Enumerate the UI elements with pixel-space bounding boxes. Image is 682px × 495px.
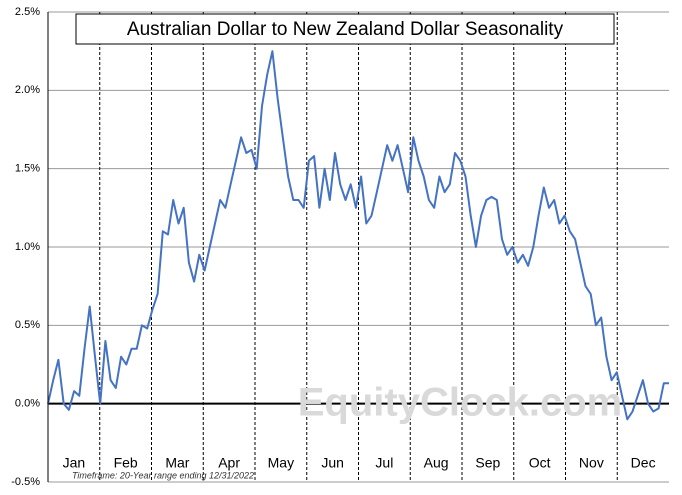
x-tick-label: Oct (529, 455, 551, 471)
timeframe-note: Timeframe: 20-Year range ending 12/31/20… (72, 470, 254, 480)
x-tick-label: Sep (475, 455, 500, 471)
x-tick-label: Jan (63, 455, 86, 471)
x-tick-label: Jul (375, 455, 393, 471)
y-tick-label: 1.5% (15, 163, 40, 175)
x-tick-label: Apr (218, 455, 240, 471)
plot (47, 50, 669, 421)
x-tick-label: Jun (321, 455, 344, 471)
x-tick-label: Aug (424, 455, 449, 471)
x-tick-label: Feb (114, 455, 138, 471)
x-tick-label: May (268, 455, 294, 471)
y-tick-label: 0.0% (15, 398, 40, 410)
chart-title: Australian Dollar to New Zealand Dollar … (127, 19, 564, 40)
watermark: EquityClock.com (298, 381, 623, 425)
y-tick-label: 1.0% (15, 241, 40, 253)
series-line (47, 50, 669, 421)
month-dividers (99, 12, 618, 482)
title-box (75, 13, 615, 45)
y-tick-label: 0.5% (15, 319, 40, 331)
y-tick-label: 2.5% (15, 6, 40, 18)
x-tick-label: Dec (631, 455, 656, 471)
x-tick-label: Nov (579, 455, 604, 471)
x-tick-label: Mar (165, 455, 189, 471)
y-tick-label: 2.0% (15, 84, 40, 96)
y-tick-label: -0.5% (11, 476, 40, 488)
